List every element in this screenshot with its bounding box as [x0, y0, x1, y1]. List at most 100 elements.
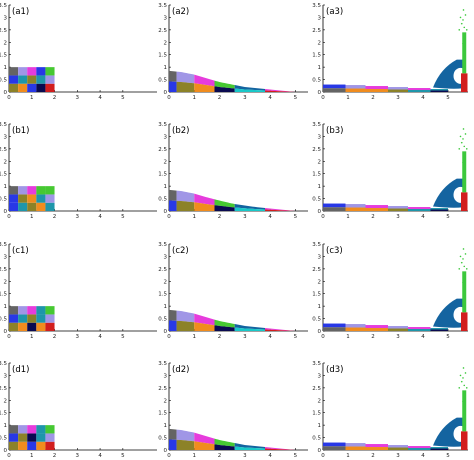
deposit-layer-top [430, 447, 448, 449]
splash-droplet [462, 9, 465, 11]
panel-c3: 0 0.5 1 1.5 2 2.5 3 3.5 0 1 2 3 4 5 (c3) [312, 242, 468, 340]
y-tick-label: 0 [164, 448, 168, 454]
block-cell [9, 425, 19, 434]
y-tick-label: 1.5 [0, 53, 7, 59]
block-cell [18, 67, 28, 76]
splash-droplet [464, 275, 466, 278]
slump-layer-bottom [194, 202, 215, 211]
x-tick-label: 1 [346, 214, 350, 220]
block-cell [45, 202, 55, 211]
y-tick-label: 3.5 [158, 361, 167, 367]
block-cell [18, 186, 28, 195]
y-tick-label: 3.5 [312, 3, 321, 9]
panel-label: (c1) [12, 246, 29, 256]
splash-droplet [464, 14, 467, 16]
x-tick-label: 1 [30, 334, 34, 340]
block-cell [45, 194, 55, 203]
slump-layer-bottom [176, 200, 195, 211]
deposit-layer-bottom [323, 327, 346, 331]
y-tick-label: 0.5 [0, 197, 7, 203]
y-tick-label: 3 [164, 15, 168, 21]
splash-column [462, 271, 467, 313]
deposit-layer-top [323, 442, 346, 447]
y-tick-label: 3.5 [158, 122, 167, 128]
y-tick-label: 3.5 [0, 361, 7, 367]
x-tick-label: 3 [76, 214, 80, 220]
panel-a1: 0 0.5 1 1.5 2 2.5 3 3.5 0 1 2 3 4 5 (a1) [0, 3, 157, 101]
block-cell [18, 194, 28, 203]
x-tick-label: 4 [98, 453, 102, 459]
wave-runup [433, 298, 463, 328]
slump-layer-top [234, 203, 266, 210]
slump-layer-bottom [169, 200, 177, 211]
y-tick-label: 3.5 [158, 3, 167, 9]
slump-layer-top [194, 432, 215, 445]
y-tick-label: 3.5 [312, 242, 321, 248]
slump-layer-bottom [169, 439, 177, 450]
y-tick-label: 2 [4, 40, 8, 46]
x-tick-label: 5 [121, 95, 125, 101]
slump-layer-top [265, 89, 296, 92]
deposit-layer-bottom [430, 329, 448, 331]
y-tick-label: 1 [4, 423, 8, 429]
block-cell [27, 441, 37, 450]
slump-layer-bottom [194, 441, 215, 450]
panel-label: (a2) [172, 7, 189, 17]
x-tick-label: 4 [421, 334, 425, 340]
deposit-layer-top [388, 326, 408, 329]
y-tick-label: 1.5 [158, 411, 167, 417]
x-tick-label: 2 [218, 334, 222, 340]
block-cell [9, 441, 19, 450]
y-tick-label: 1 [318, 184, 322, 190]
y-tick-label: 0 [318, 329, 322, 335]
x-tick-label: 3 [76, 334, 80, 340]
block-cell [36, 425, 46, 434]
y-tick-label: 2.5 [158, 386, 167, 392]
splash-droplet [464, 155, 466, 158]
splash-droplet [462, 161, 464, 164]
y-tick-label: 2 [318, 159, 322, 165]
x-tick-label: 0 [7, 214, 11, 220]
x-tick-label: 5 [294, 334, 298, 340]
y-tick-label: 2.5 [312, 28, 321, 34]
deposit-layer-top [365, 444, 388, 448]
y-tick-label: 1 [164, 184, 168, 190]
y-tick-label: 3 [164, 134, 168, 140]
x-tick-label: 5 [446, 453, 450, 459]
panel-b1: 0 0.5 1 1.5 2 2.5 3 3.5 0 1 2 3 4 5 (b1) [0, 122, 157, 220]
deposit-layer-bottom [408, 209, 431, 211]
y-tick-label: 1.5 [0, 411, 7, 417]
y-tick-label: 0 [164, 209, 168, 215]
wall-base [461, 431, 468, 450]
panel-label: (c2) [172, 246, 189, 256]
deposit-layer-top [345, 324, 366, 328]
slump-layer-top [176, 71, 195, 84]
y-tick-label: 0.5 [0, 78, 7, 84]
slump-layer-bottom [169, 320, 177, 331]
slump-layer-bottom [169, 81, 177, 92]
x-tick-label: 5 [294, 214, 298, 220]
y-tick-label: 0 [318, 209, 322, 215]
x-tick-label: 2 [218, 453, 222, 459]
x-tick-label: 4 [268, 334, 272, 340]
x-tick-label: 5 [446, 214, 450, 220]
panel-label: (d2) [172, 365, 189, 375]
deposit-layer-bottom [388, 89, 408, 92]
wave-runup [433, 178, 463, 208]
splash-droplet [464, 394, 466, 397]
wave-runup [433, 59, 463, 89]
x-tick-label: 3 [243, 214, 247, 220]
deposit-layer-bottom [430, 448, 448, 450]
splash-droplet [463, 26, 466, 29]
x-tick-label: 2 [371, 334, 375, 340]
splash-droplet [462, 377, 464, 379]
x-tick-label: 1 [346, 334, 350, 340]
deposit-layer-top [365, 325, 388, 329]
x-tick-label: 3 [396, 334, 400, 340]
slump-layer-top [169, 189, 177, 201]
x-tick-label: 0 [321, 334, 325, 340]
block-cell [36, 75, 46, 84]
y-tick-label: 1.5 [312, 292, 321, 298]
splash-droplet [459, 135, 462, 138]
y-tick-label: 0 [4, 448, 8, 454]
